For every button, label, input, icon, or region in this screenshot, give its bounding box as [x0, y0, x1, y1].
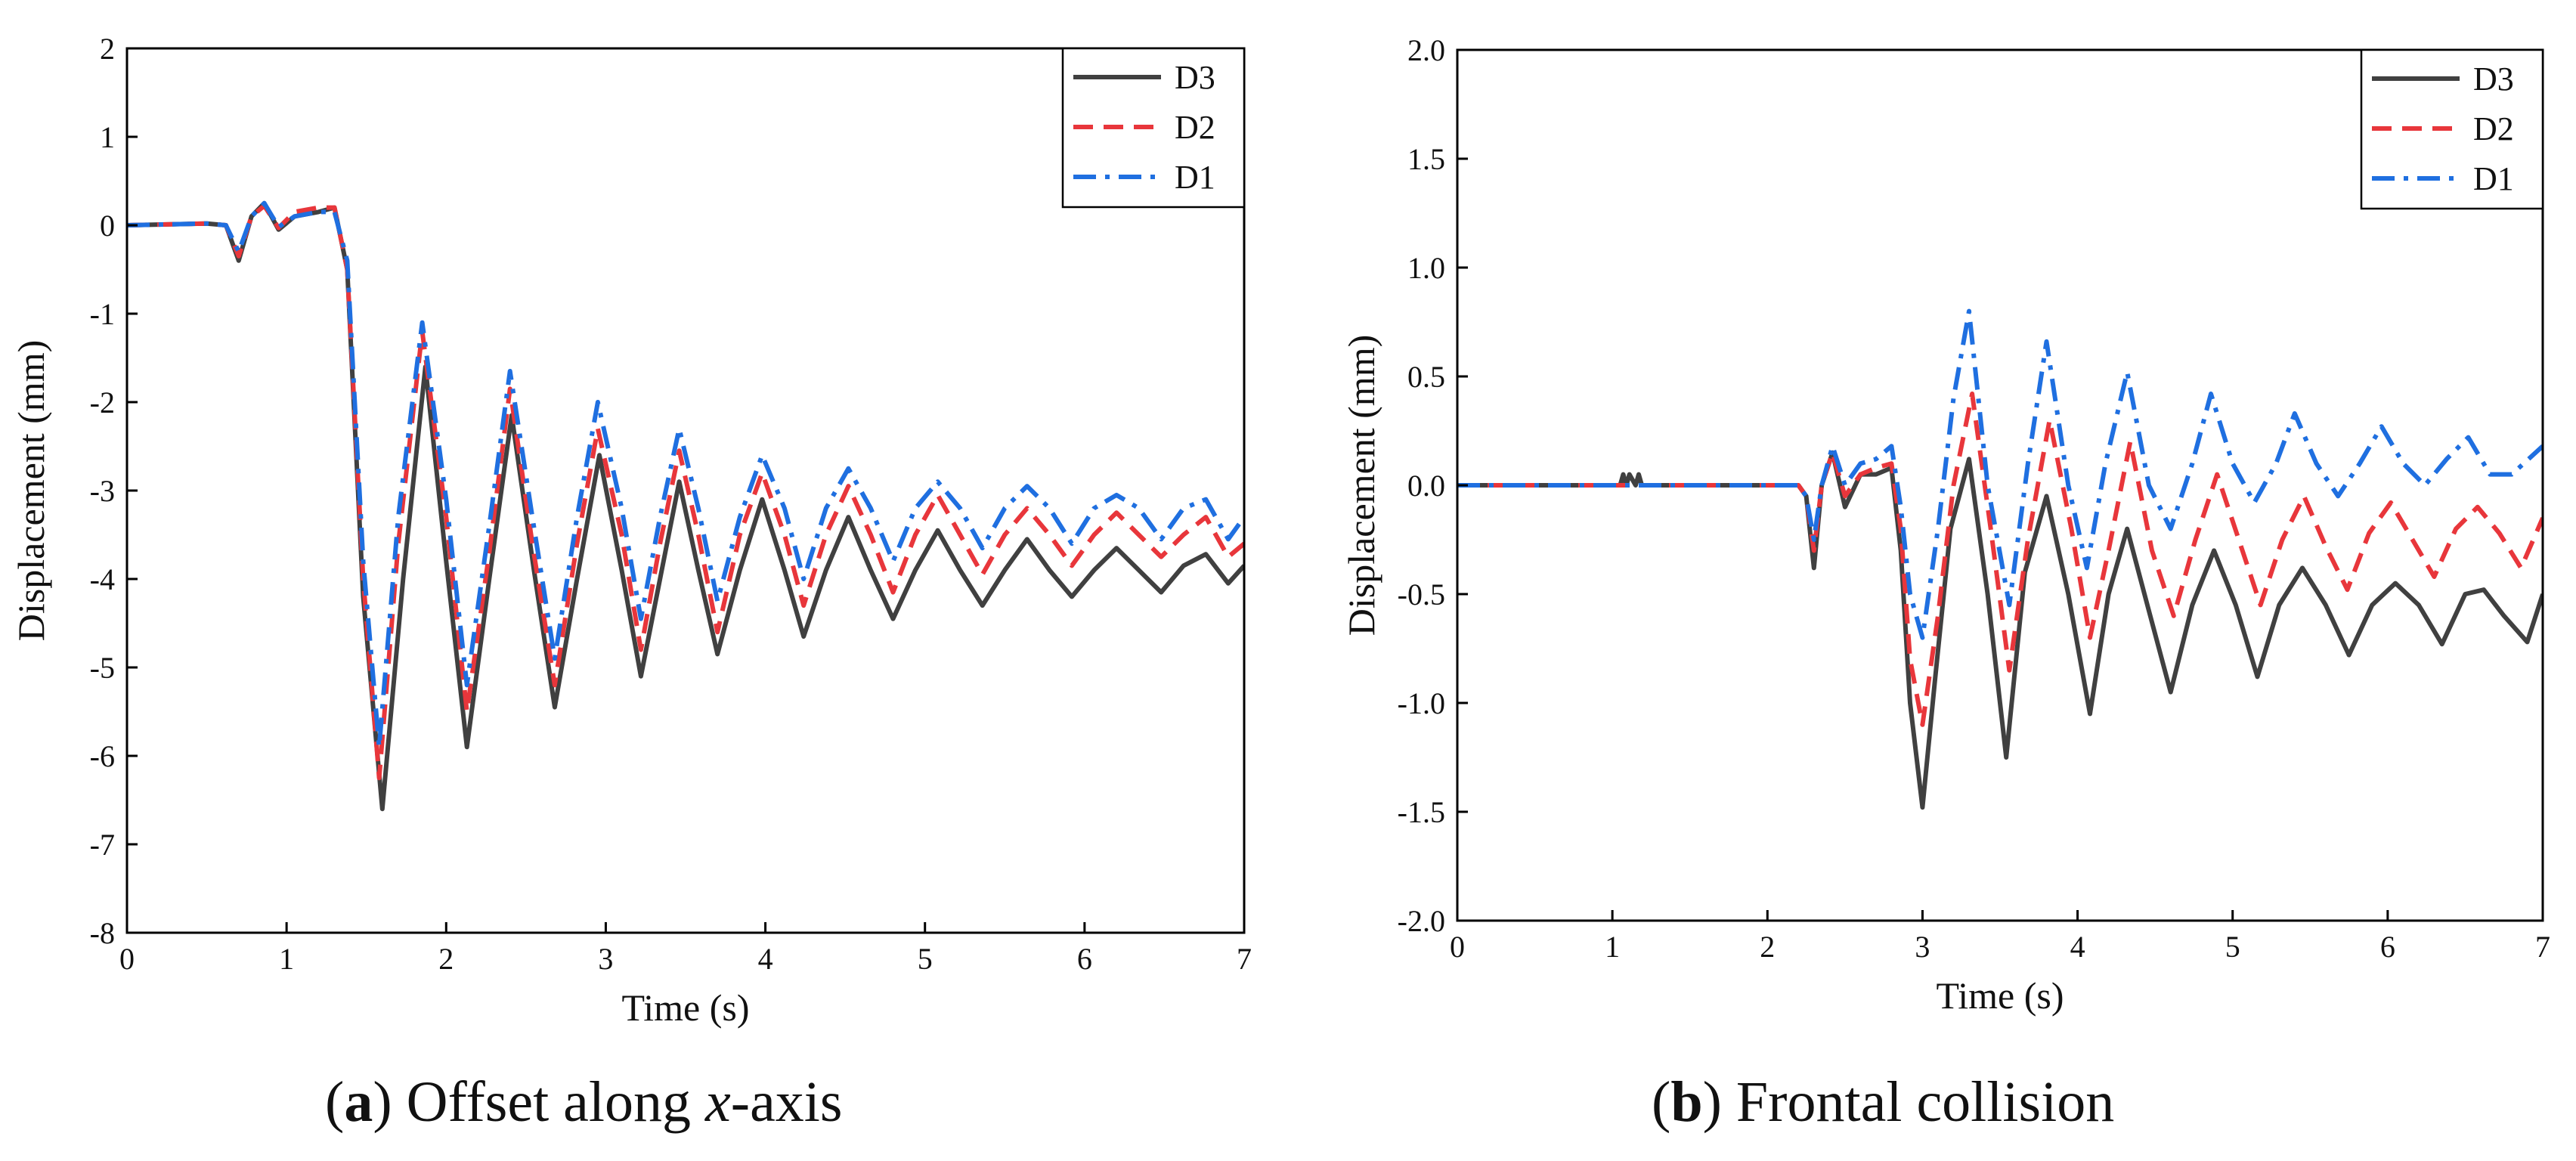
x-tick-label: 4: [2070, 930, 2085, 964]
x-tick-label: 2: [1760, 930, 1775, 964]
legend-label-d3: D3: [1175, 59, 1215, 96]
y-tick-label: 2: [100, 32, 115, 66]
caption-letter: a: [344, 1070, 373, 1134]
caption-italic: x: [705, 1070, 731, 1134]
y-tick-label: 1.5: [1407, 142, 1445, 176]
series-line-d2: [1457, 392, 2543, 727]
y-tick-label: -1.0: [1398, 686, 1445, 720]
y-axis-label: Displacement (mm): [10, 340, 52, 642]
series-line-d1: [127, 200, 1244, 750]
x-axis-label: Time (s): [621, 986, 749, 1029]
y-tick-label: 1: [100, 120, 115, 154]
y-tick-label: -2.0: [1398, 904, 1445, 938]
chart-panel-a: 0 1 2 3 4 5 6 7 2 1 0 -1 -2 -3 -4 -5 -6 -7 -8 Time (s) Displ…: [10, 32, 1252, 1029]
x-axis-label: Time (s): [1936, 974, 2064, 1017]
y-tick-label: 0.5: [1407, 360, 1445, 394]
y-tick-label: -5: [90, 651, 115, 685]
x-tick-label: 6: [1077, 942, 1092, 976]
caption-text: Frontal collision: [1735, 1070, 2115, 1134]
legend-label-d3: D3: [2473, 60, 2514, 98]
y-tick-label: -2: [90, 385, 115, 420]
y-tick-label: -0.5: [1398, 577, 1445, 611]
x-tick-label: 5: [2225, 930, 2240, 964]
x-tick-label: 2: [438, 942, 454, 976]
y-tick-label: -1: [90, 297, 115, 331]
x-tick-label: 3: [598, 942, 613, 976]
legend-label-d1: D1: [1175, 159, 1215, 196]
chart-panel-b: 0 1 2 3 4 5 6 7 2.0 1.5 1.0 0.5 0.0 -0.5 -1.0 -1.5 -2.0 T…: [1340, 33, 2550, 1017]
series-line-d2: [127, 203, 1244, 781]
legend-label-d1: D1: [2473, 160, 2514, 197]
x-tick-label: 1: [1605, 930, 1620, 964]
y-tick-label: -3: [90, 474, 115, 508]
series-line-d1: [1457, 308, 2543, 640]
x-tick-label: 1: [279, 942, 294, 976]
x-tick-label: 4: [758, 942, 773, 976]
x-tick-label: 0: [1450, 930, 1465, 964]
caption-letter: b: [1670, 1070, 1703, 1134]
legend-label-d2: D2: [2473, 110, 2514, 147]
y-tick-label: 2.0: [1407, 33, 1445, 67]
y-tick-label: 0: [100, 209, 115, 243]
x-tick-label: 6: [2380, 930, 2395, 964]
caption-panel-b: (b) Frontal collision: [1652, 1070, 2115, 1134]
y-tick-label: 1.0: [1407, 251, 1445, 285]
y-tick-label: -7: [90, 828, 115, 862]
x-tick-label: 7: [1237, 942, 1252, 976]
caption-text: Offset along: [406, 1070, 706, 1134]
caption-text-suffix: -axis: [730, 1070, 843, 1134]
y-tick-label: -1.5: [1398, 795, 1445, 829]
series-line-d3: [1457, 450, 2543, 810]
x-tick-label: 5: [918, 942, 933, 976]
y-tick-label: -8: [90, 916, 115, 950]
x-tick-label: 3: [1915, 930, 1930, 964]
legend-label-d2: D2: [1175, 109, 1215, 146]
caption-panel-a: (a) Offset along x-axis: [325, 1070, 843, 1134]
series-line-d3: [127, 200, 1244, 812]
x-tick-label: 0: [119, 942, 135, 976]
y-tick-label: -4: [90, 562, 115, 596]
y-tick-label: -6: [90, 739, 115, 773]
x-tick-label: 7: [2535, 930, 2550, 964]
y-tick-label: 0.0: [1407, 469, 1445, 503]
y-axis-label: Displacement (mm): [1340, 335, 1382, 636]
